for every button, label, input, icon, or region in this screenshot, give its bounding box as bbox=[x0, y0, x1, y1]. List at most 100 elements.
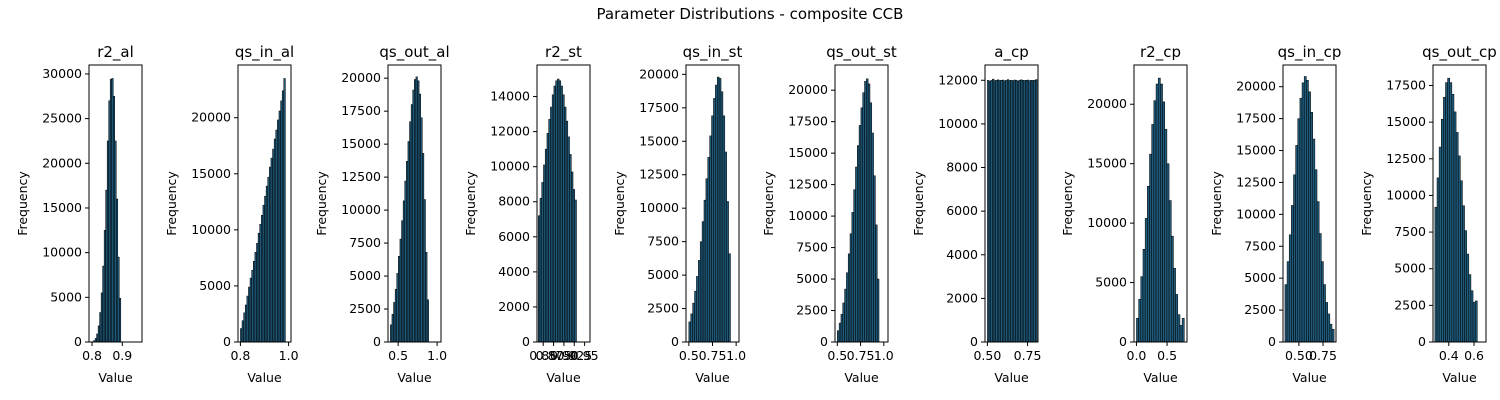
y-tick-label: 15000 bbox=[1386, 114, 1426, 129]
axes-frame bbox=[387, 64, 442, 343]
x-axis-label: Value bbox=[397, 370, 432, 385]
histogram-bar bbox=[1438, 146, 1442, 342]
x-tick-label: 0.75 bbox=[1014, 348, 1042, 363]
y-tick-label: 20000 bbox=[42, 155, 82, 170]
histogram-bar bbox=[550, 106, 553, 342]
y-tick-label: 20000 bbox=[1236, 79, 1276, 94]
y-tick-label: 10000 bbox=[341, 202, 381, 217]
histogram-bar bbox=[1177, 314, 1181, 342]
histogram-bar bbox=[1175, 294, 1179, 342]
histogram-bar bbox=[1293, 174, 1296, 342]
histogram-bar bbox=[876, 278, 880, 342]
histogram-bar bbox=[555, 80, 558, 342]
histogram-bar bbox=[1474, 300, 1478, 342]
x-tick-label: 0.0 bbox=[1127, 348, 1147, 363]
histogram-bar bbox=[1468, 274, 1472, 342]
histogram-bar bbox=[572, 189, 576, 342]
histogram-bar bbox=[1449, 82, 1453, 342]
y-axis-label: Frequency bbox=[1359, 171, 1374, 236]
histogram-bar bbox=[1295, 145, 1299, 342]
histogram-bar bbox=[726, 201, 729, 342]
histogram-bar bbox=[707, 157, 710, 342]
histogram-bar bbox=[1441, 118, 1444, 342]
histogram-bar bbox=[1308, 91, 1311, 342]
y-tick-label: 20000 bbox=[788, 82, 828, 97]
y-tick-label: 0 bbox=[820, 334, 828, 349]
histogram-bar bbox=[571, 171, 574, 342]
y-tick-label: 2500 bbox=[349, 301, 381, 316]
histogram-bar bbox=[426, 299, 429, 342]
histogram-bar bbox=[705, 178, 709, 342]
x-tick-label: 0.5 bbox=[679, 348, 699, 363]
histogram-bar bbox=[690, 313, 693, 342]
histogram-bar bbox=[1181, 317, 1185, 342]
histogram-bar bbox=[1286, 261, 1290, 342]
y-tick-label: 17500 bbox=[639, 100, 679, 115]
histogram-bar bbox=[544, 148, 548, 342]
histogram-bar bbox=[1470, 290, 1474, 342]
subplot-title: r2_cp bbox=[1140, 43, 1181, 62]
histogram-bar bbox=[1288, 234, 1292, 342]
histogram-bar bbox=[1142, 249, 1146, 342]
histogram-bar bbox=[720, 91, 724, 342]
subplot-qs_out_al: 0 2500 5000 7500 10000 12500 15000 17500 20000 0.… bbox=[314, 43, 450, 385]
y-tick-label: 10000 bbox=[639, 200, 679, 215]
histogram-bar bbox=[1301, 82, 1305, 342]
histogram-bar bbox=[1151, 124, 1155, 342]
histogram-bar bbox=[860, 107, 863, 342]
histogram-bar bbox=[1323, 284, 1326, 342]
y-tick-label: 8000 bbox=[498, 194, 530, 209]
y-tick-label: 12500 bbox=[1236, 174, 1276, 189]
bars bbox=[91, 78, 122, 342]
histogram-bar bbox=[699, 241, 703, 342]
bars bbox=[240, 78, 286, 342]
y-tick-label: 15000 bbox=[191, 166, 231, 181]
histogram-bar bbox=[1031, 80, 1034, 342]
subplot-r2_al: 0 5000 10000 15000 20000 25000 30000 0.8 0.9 r2_a… bbox=[15, 43, 143, 385]
y-tick-label: 5000 bbox=[1394, 261, 1426, 276]
histogram-bar bbox=[692, 302, 695, 342]
x-tick-label: 0.875 bbox=[536, 348, 572, 363]
axes-frame bbox=[88, 64, 143, 343]
y-tick-label: 5000 bbox=[1244, 270, 1276, 285]
y-axis-label: Frequency bbox=[1209, 171, 1224, 236]
y-tick-label: 5000 bbox=[349, 268, 381, 283]
bars bbox=[1136, 77, 1185, 342]
y-tick-label: 0 bbox=[223, 334, 231, 349]
y-tick-label: 0 bbox=[1119, 334, 1127, 349]
y-tick-label: 12500 bbox=[341, 169, 381, 184]
histogram-bar bbox=[1457, 155, 1461, 342]
histogram-bar bbox=[722, 115, 726, 342]
x-tick-label: 0.8 bbox=[82, 348, 102, 363]
histogram-bar bbox=[565, 120, 569, 342]
histogram-bar bbox=[1472, 302, 1476, 342]
x-tick-label: 0.85 bbox=[529, 348, 557, 363]
y-axis-label: Frequency bbox=[761, 171, 776, 236]
histogram-bar bbox=[1306, 80, 1309, 342]
histogram-bar bbox=[1168, 200, 1172, 342]
x-axis-label: Value bbox=[247, 370, 282, 385]
y-tick-label: 17500 bbox=[1386, 78, 1426, 93]
histogram-bar bbox=[1140, 276, 1144, 342]
axes-frame bbox=[834, 64, 889, 343]
histogram-bar bbox=[1149, 153, 1152, 342]
subplot-r2_st: 0 2000 4000 6000 8000 10000 12000 14000 0.850.87… bbox=[463, 43, 599, 385]
y-tick-label: 6000 bbox=[946, 203, 978, 218]
histogram-bar bbox=[1035, 79, 1038, 342]
histogram-bar bbox=[728, 253, 731, 342]
histogram-bar bbox=[698, 260, 701, 342]
bars bbox=[537, 78, 577, 342]
y-tick-label: 0 bbox=[970, 334, 978, 349]
histogram-bar bbox=[1003, 80, 1006, 342]
histogram-bar bbox=[858, 125, 862, 342]
histogram-bar bbox=[1160, 83, 1163, 342]
x-tick-label: 0.4 bbox=[1439, 348, 1459, 363]
histogram-bar bbox=[875, 224, 878, 342]
histogram-bar bbox=[1321, 261, 1324, 342]
y-tick-label: 7500 bbox=[1244, 238, 1276, 253]
y-tick-label: 2500 bbox=[796, 303, 828, 318]
x-axis-label: Value bbox=[1292, 370, 1327, 385]
histogram-bar bbox=[862, 92, 865, 342]
y-tick-label: 17500 bbox=[1236, 111, 1276, 126]
